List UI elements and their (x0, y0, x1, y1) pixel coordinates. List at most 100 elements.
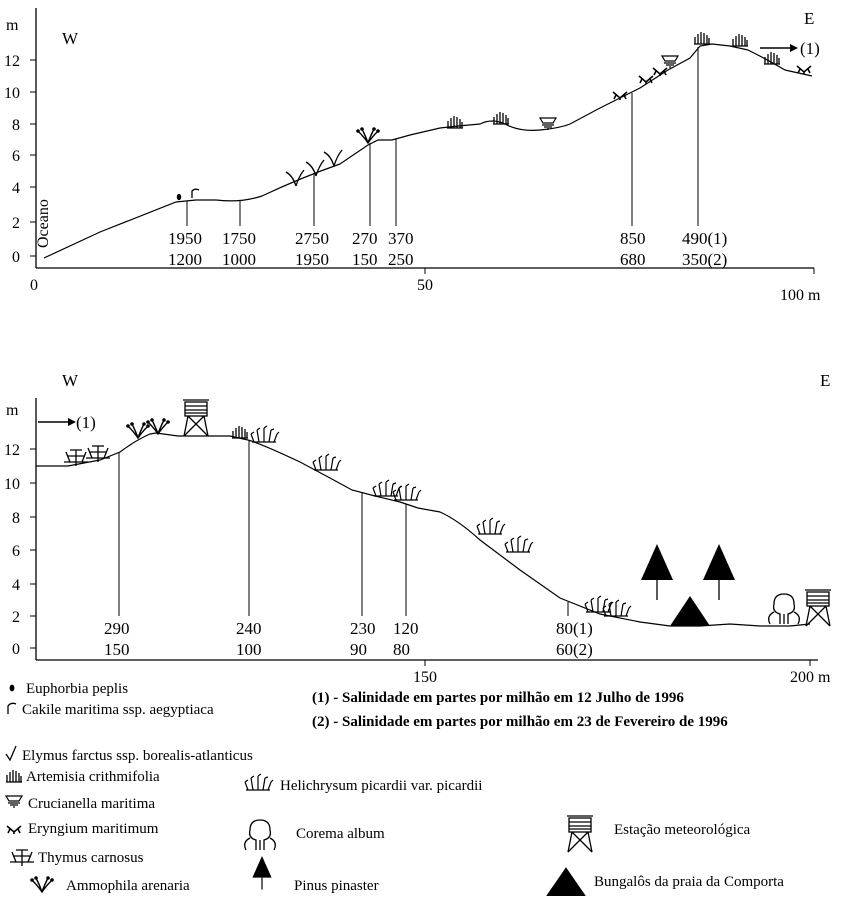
bungalow-icon (670, 596, 710, 626)
cakile-icon (191, 188, 200, 198)
sample-s2: 1000 (222, 250, 256, 269)
sample-s2: 60(2) (556, 640, 593, 659)
cakile-legend-icon (7, 702, 17, 714)
legend: Euphorbia peplis Cakile maritima ssp. ae… (5, 681, 784, 896)
eryngium-icon (652, 67, 668, 77)
thymus-icon (85, 445, 111, 463)
sample-s2: 80 (393, 640, 410, 659)
crucianella-legend-icon (5, 795, 23, 809)
legend-bungalos: Bungalôs da praia da Comporta (594, 874, 784, 890)
ammophila-legend-icon (29, 875, 55, 893)
thymus-legend-icon (9, 849, 35, 867)
top-west-label: W (62, 29, 79, 48)
elymus-icon (323, 149, 343, 167)
bottom-dune-profile-line (36, 432, 811, 627)
weather-station-legend-icon (566, 815, 594, 853)
top-continue-marker: (1) (800, 39, 820, 58)
artemisia-legend-icon (5, 769, 23, 783)
corema-icon (768, 593, 800, 625)
sample-s1: 370 (388, 229, 414, 248)
legend-pinus: Pinus pinaster (294, 878, 379, 894)
top-y-tick-label: 6 (12, 148, 20, 165)
helichrysum-icon (312, 453, 342, 471)
sample-s2: 680 (620, 250, 646, 269)
bottom-x-ticks (424, 660, 811, 666)
bottom-east-label: E (820, 371, 830, 390)
bottom-sample-labels: 290 150 240 100 230 90 120 80 80(1) 60(2… (104, 619, 593, 659)
bottom-x-tick-label: 200 m (790, 669, 831, 686)
helichrysum-icon (250, 425, 280, 443)
top-continue-arrow: (1) (760, 39, 820, 58)
legend-ammophila: Ammophila arenaria (66, 878, 190, 894)
sample-s1: 490(1) (682, 229, 727, 248)
sample-s2: 150 (352, 250, 378, 269)
eryngium-icon (638, 75, 654, 85)
top-y-ticks (30, 59, 36, 257)
artemisia-icon (731, 33, 749, 47)
sample-s2: 350(2) (682, 250, 727, 269)
top-y-tick-label: 8 (12, 117, 20, 134)
artemisia-icon (693, 31, 711, 45)
legend-crucianella: Crucianella maritima (28, 796, 155, 812)
helichrysum-icon (476, 517, 506, 535)
thymus-icon (63, 449, 89, 467)
sample-s1: 290 (104, 619, 130, 638)
legend-elymus: Elymus farctus ssp. borealis-atlanticus (22, 748, 253, 764)
sample-s1: 120 (393, 619, 419, 638)
helichrysum-legend-icon (244, 773, 274, 791)
top-dune-profile-line (43, 43, 813, 259)
note-2: (2) - Salinidade em partes por milhão em… (312, 714, 728, 730)
weather-station-icon (804, 589, 832, 627)
sample-s1: 230 (350, 619, 376, 638)
bottom-y-tick-label: 6 (12, 543, 20, 560)
top-y-tick-label: 0 (12, 249, 20, 266)
bottom-y-tick-label: 8 (12, 510, 20, 527)
pine-tree-icon (640, 543, 674, 601)
bottom-y-tick-label: 10 (4, 476, 20, 493)
legend-eryngium: Eryngium maritimum (28, 821, 159, 837)
legend-thymus: Thymus carnosus (38, 850, 144, 866)
helichrysum-icon (504, 535, 534, 553)
top-y-tick-label: 4 (12, 180, 20, 197)
sample-s2: 1950 (295, 250, 329, 269)
bottom-west-label: W (62, 371, 79, 390)
top-y-tick-label: 10 (4, 85, 20, 102)
top-sample-lines (186, 47, 699, 226)
bottom-y-tick-label: 0 (12, 641, 20, 658)
sample-s1: 1950 (168, 229, 202, 248)
weather-station-icon (182, 399, 210, 437)
note-1: (1) - Salinidade em partes por milhão em… (312, 690, 684, 706)
sample-s1: 850 (620, 229, 646, 248)
ocean-label: Oceano (35, 199, 52, 248)
bottom-continue-arrow: (1) (38, 413, 96, 432)
euphorbia-icon (176, 193, 182, 201)
legend-cakile: Cakile maritima ssp. aegyptiaca (22, 702, 214, 718)
top-plant-symbols (176, 31, 812, 201)
top-x-tick-label: 100 m (780, 287, 821, 304)
eryngium-icon (612, 91, 628, 101)
bottom-x-tick-label: 150 (413, 669, 437, 686)
euphorbia-legend-icon (9, 684, 15, 692)
bottom-continue-marker: (1) (76, 413, 96, 432)
sample-s2: 100 (236, 640, 262, 659)
sample-s1: 240 (236, 619, 262, 638)
sample-s2: 90 (350, 640, 367, 659)
top-y-tick-label: 12 (4, 53, 20, 70)
top-x-ticks (424, 268, 815, 274)
artemisia-icon (231, 425, 249, 439)
top-y-unit: m (6, 17, 19, 34)
legend-corema: Corema album (296, 826, 385, 842)
top-east-label: E (804, 9, 814, 28)
legend-euphorbia: Euphorbia peplis (26, 681, 128, 697)
sample-s1: 1750 (222, 229, 256, 248)
bottom-y-ticks (30, 448, 36, 649)
bungalow-legend-icon (546, 867, 586, 896)
pinus-legend-icon (252, 856, 272, 890)
elymus-icon (305, 159, 325, 177)
helichrysum-icon (602, 599, 632, 617)
bottom-profile: m 0 2 4 6 8 10 12 150 200 m W E (1) 290 … (4, 371, 832, 686)
elymus-legend-icon (5, 745, 17, 762)
bottom-y-tick-label: 2 (12, 609, 20, 626)
sample-s1: 2750 (295, 229, 329, 248)
pine-tree-icon (702, 543, 736, 601)
